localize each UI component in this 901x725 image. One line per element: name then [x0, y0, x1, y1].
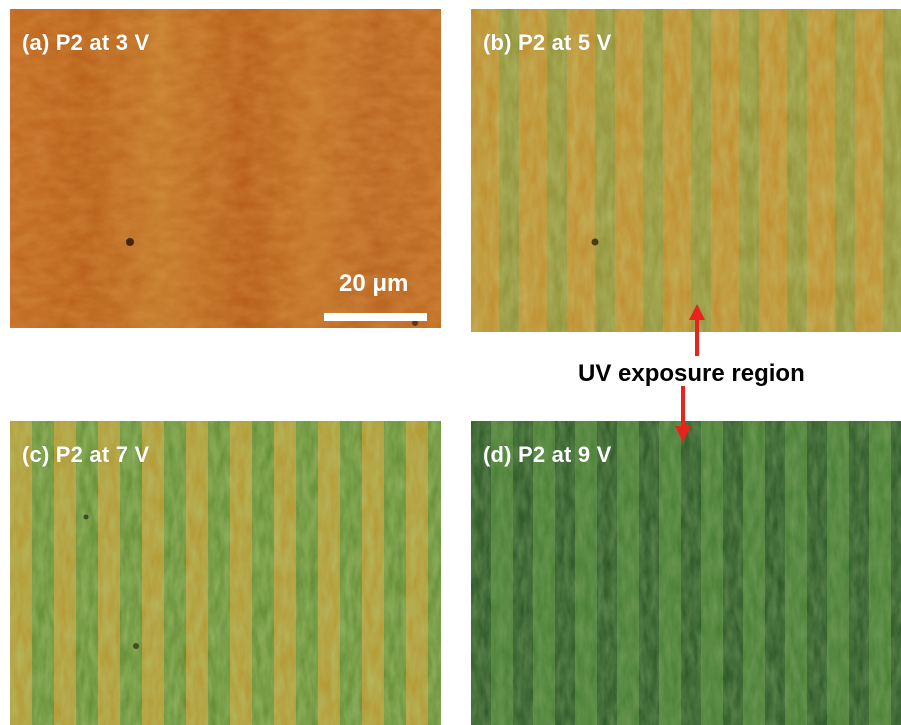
micrograph-panel-c: (c) P2 at 7 V [10, 421, 441, 725]
scale-bar-label: 20 μm [339, 270, 409, 297]
panel-label-c: (c) P2 at 7 V [22, 442, 150, 467]
micrograph-image-c [10, 421, 441, 725]
scale-bar [324, 313, 427, 321]
micrograph-image-a [10, 9, 441, 328]
micrograph-image-d [471, 421, 901, 725]
panel-label-b: (b) P2 at 5 V [483, 30, 612, 55]
panel-label-d: (d) P2 at 9 V [483, 442, 612, 467]
panel-label-a: (a) P2 at 3 V [22, 30, 150, 55]
uv-exposure-region-label: UV exposure region [578, 360, 805, 387]
micrograph-panel-b: (b) P2 at 5 V [471, 9, 901, 332]
micrograph-panel-d: (d) P2 at 9 V [471, 421, 901, 725]
micrograph-panel-a: (a) P2 at 3 V [10, 9, 441, 328]
micrograph-image-b [471, 9, 901, 332]
